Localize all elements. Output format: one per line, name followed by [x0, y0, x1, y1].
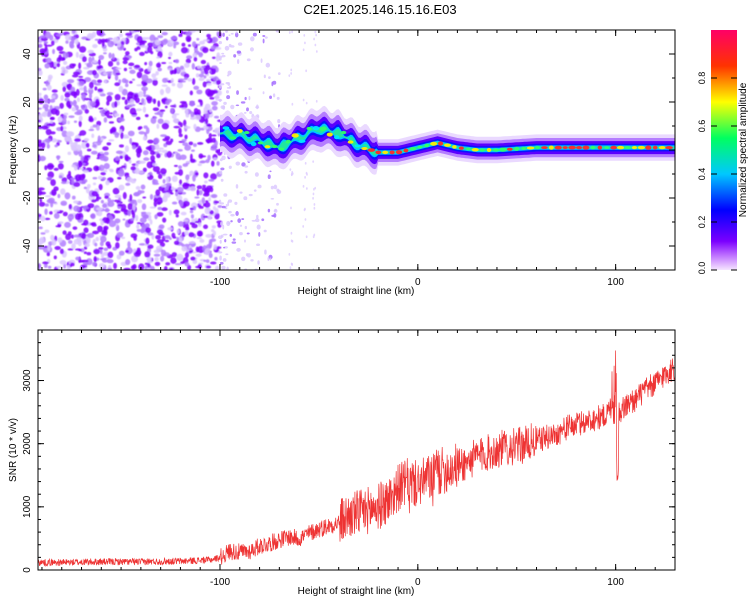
- figure-title: C2E1.2025.146.15.16.E03: [303, 2, 456, 17]
- colorbar-tick-label: 0.8: [697, 72, 707, 85]
- spectrogram-xtick-label: 100: [607, 277, 624, 288]
- snr-xtick-label: 100: [607, 577, 624, 588]
- spectrogram-xtick-label: -100: [210, 277, 230, 288]
- colorbar-gradient: [711, 30, 737, 270]
- snr-ylabel: SNR (10 * v/v): [8, 418, 19, 482]
- spectrogram-xtick-label: 0: [415, 277, 421, 288]
- colorbar-tick-label: 0.4: [697, 168, 707, 181]
- ridge-hotspots: [222, 125, 673, 155]
- spectrogram-axes: -100 0 100 -40 -20 0 20 40: [22, 29, 676, 288]
- colorbar-tick-label: 0.6: [697, 120, 707, 133]
- colorbar-tick-label: 0.2: [697, 216, 707, 229]
- snr-series-line: [38, 350, 675, 567]
- spectrogram-ytick-label: 20: [22, 96, 33, 108]
- colorbar-label: Normalized spectral amplitude: [738, 82, 749, 217]
- snr-xtick-label: -100: [210, 577, 230, 588]
- snr-ytick-label: 2000: [22, 432, 33, 455]
- spectrogram-panel: -100 0 100 -40 -20 0 20 40 Height of straight l…: [8, 29, 676, 297]
- colorbar-ticks: 0.0 0.2 0.4 0.6 0.8: [697, 72, 737, 275]
- spectrogram-ytick-label: -20: [22, 190, 33, 205]
- snr-ytick-label: 0: [22, 567, 33, 573]
- spectrogram-ytick-label: 0: [22, 147, 33, 153]
- snr-plot-area: [38, 330, 675, 570]
- snr-xtick-label: 0: [415, 577, 421, 588]
- colorbar: 0.0 0.2 0.4 0.6 0.8 Normalized spectral ampl…: [697, 30, 749, 274]
- spectrogram-xlabel: Height of straight line (km): [298, 286, 415, 297]
- spectrogram-ytick-label: 40: [22, 48, 33, 60]
- colorbar-tick-label: 0.0: [697, 262, 707, 275]
- snr-plot-content: [38, 350, 675, 567]
- spectrogram-ylabel: Frequency (Hz): [8, 116, 19, 185]
- snr-ytick-label: 1000: [22, 495, 33, 518]
- snr-frame: [37, 329, 676, 571]
- spectrogram-image: [38, 30, 675, 270]
- spectrogram-ytick-label: -40: [22, 238, 33, 253]
- noise-speckle: [38, 30, 223, 270]
- snr-xlabel: Height of straight line (km): [298, 586, 415, 597]
- snr-ytick-label: 3000: [22, 369, 33, 392]
